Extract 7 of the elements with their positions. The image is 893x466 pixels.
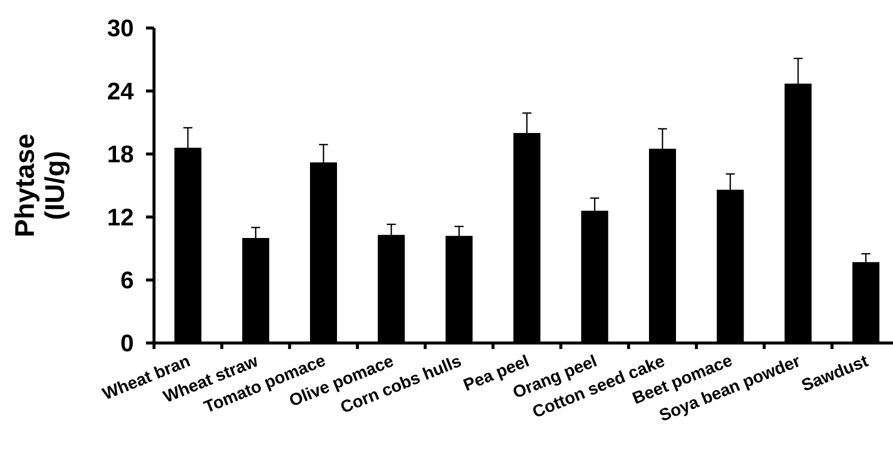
y-tick-label: 30 xyxy=(108,19,133,37)
y-tick-label: 12 xyxy=(108,208,133,226)
y-axis-title: Phytase (IU/g) xyxy=(14,134,70,236)
y-tick-label: 0 xyxy=(121,334,133,352)
y-tick-label: 24 xyxy=(108,82,134,100)
y-tick-label: 18 xyxy=(108,145,134,162)
y-tick-label: 6 xyxy=(121,271,133,288)
